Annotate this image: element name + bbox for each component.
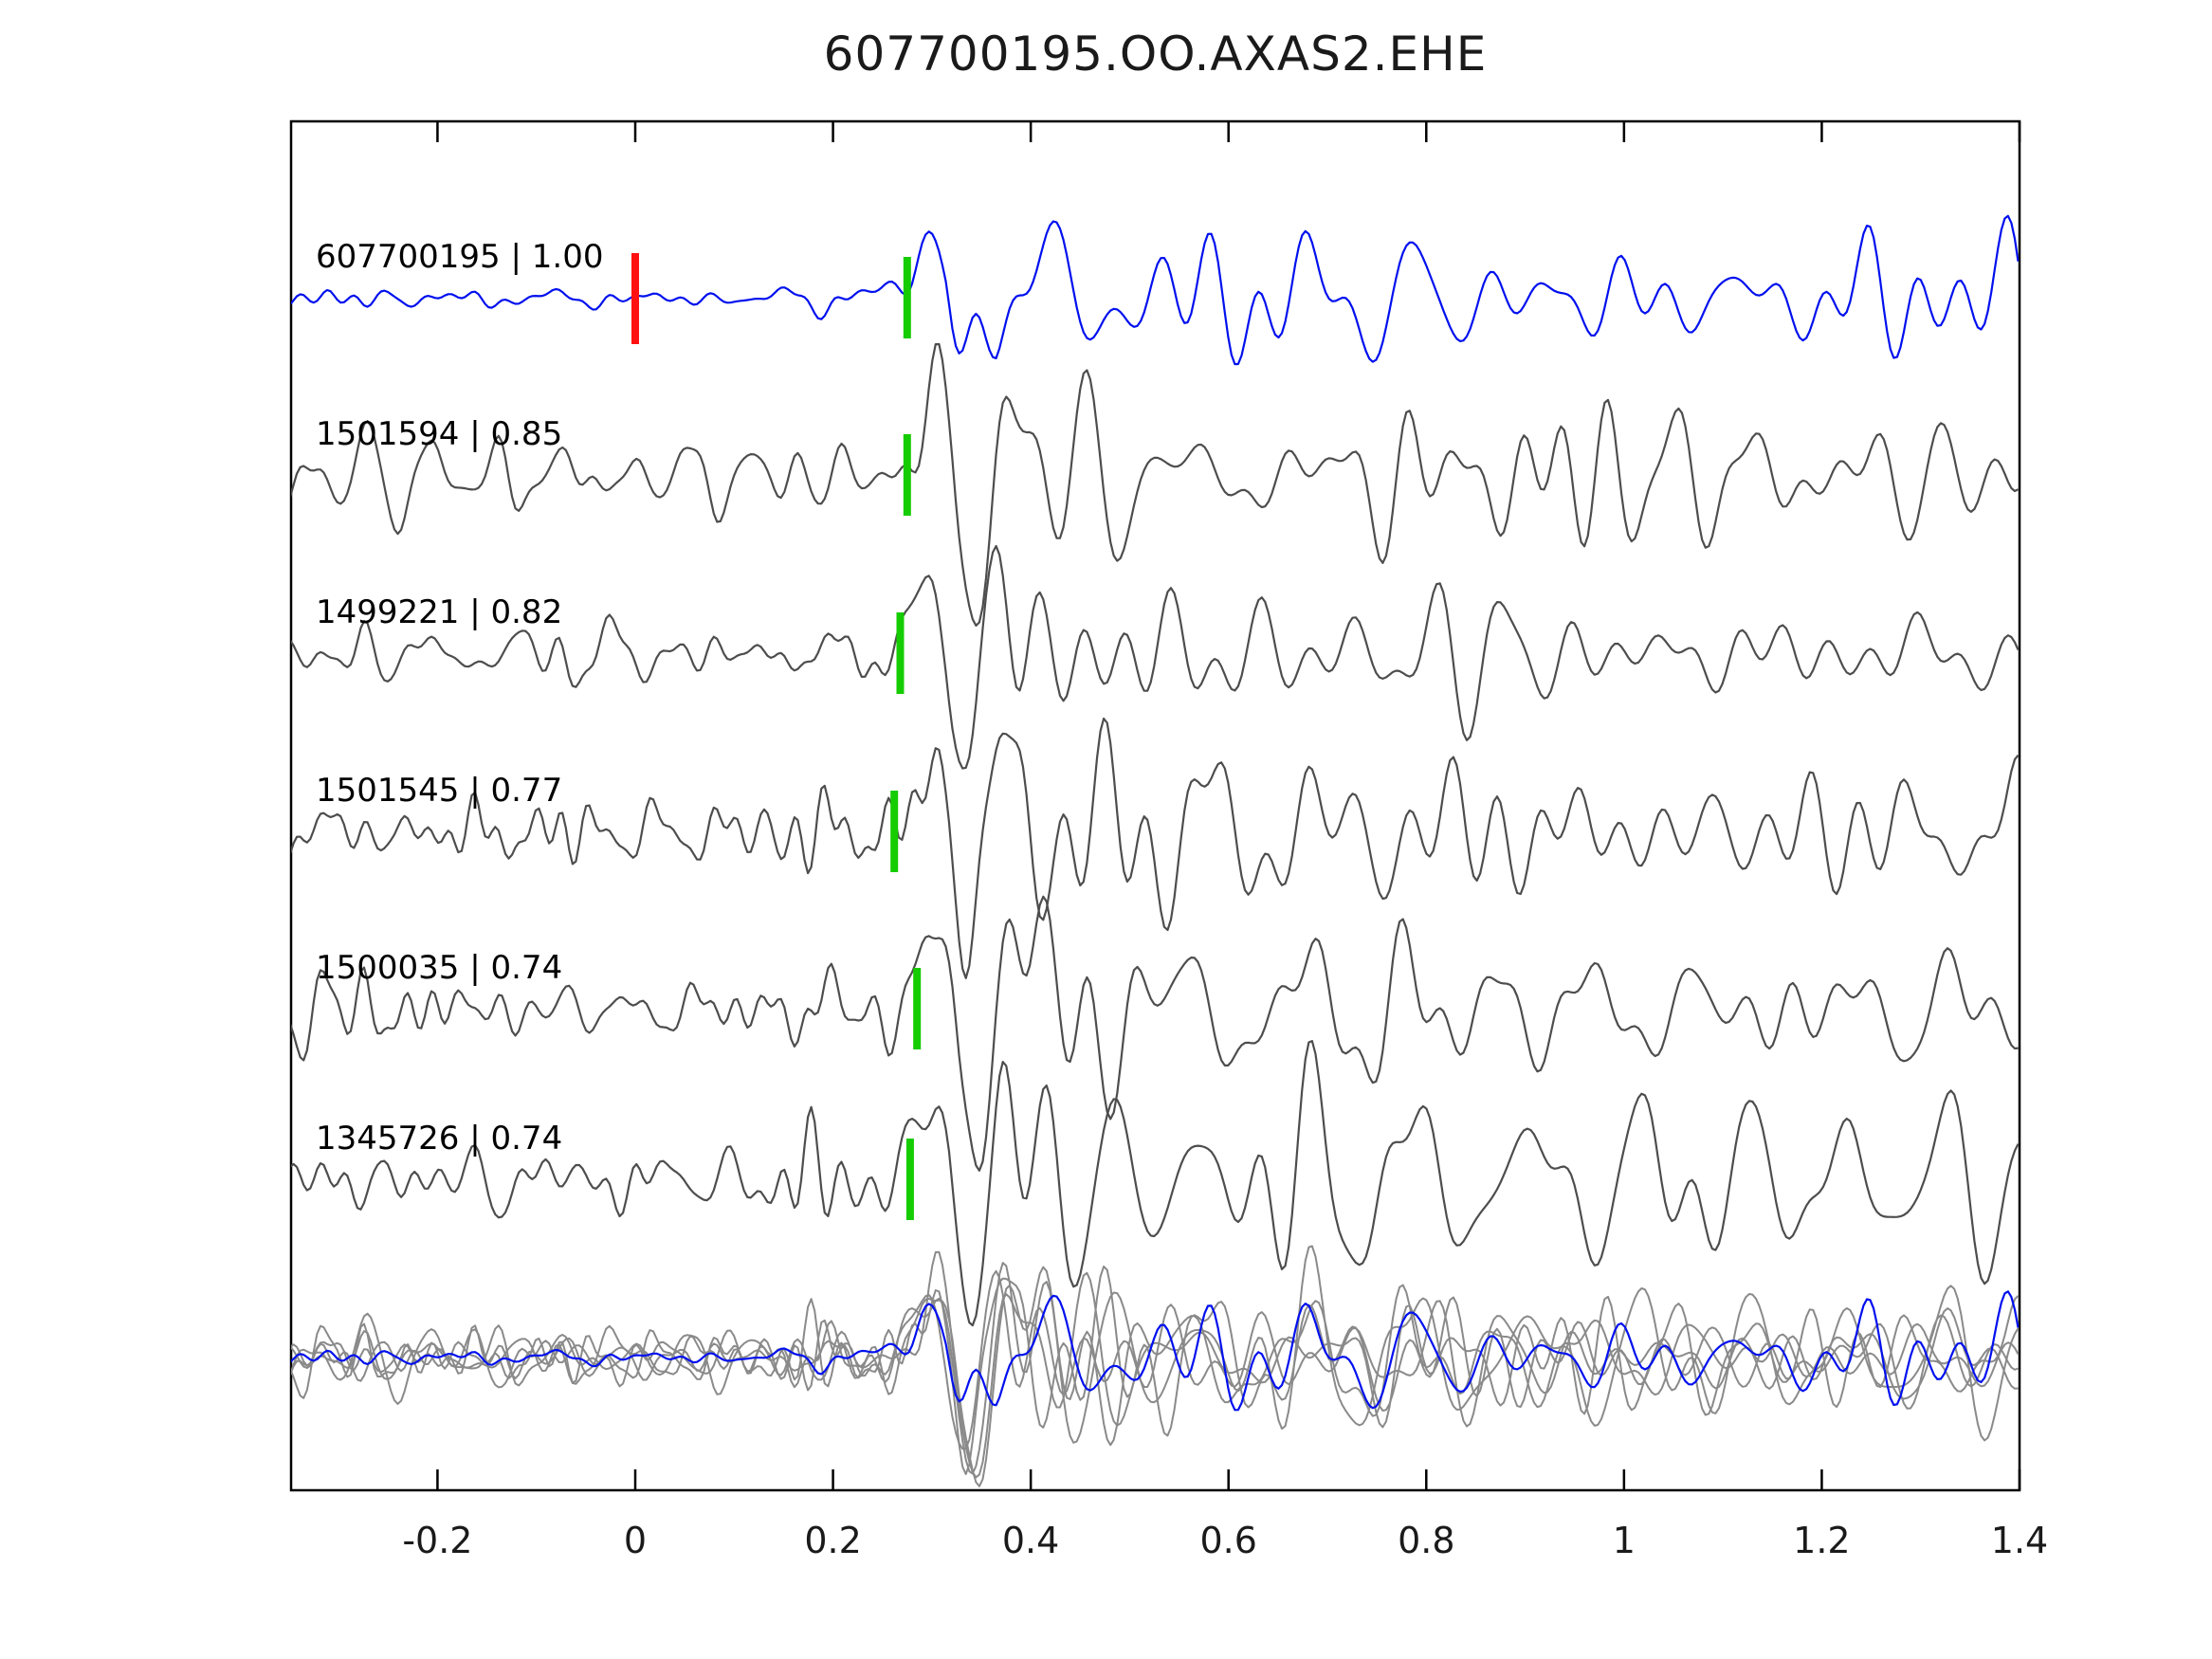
trace-label-0: 607700195 | 1.00: [316, 238, 603, 276]
x-tick-label-3: 0.4: [1002, 1520, 1059, 1561]
trace-label-3: 1501545 | 0.77: [316, 772, 562, 810]
axes-border: [289, 119, 2021, 1492]
x-axis-ticks: [436, 121, 2021, 1490]
x-tick-label-7: 1.2: [1793, 1520, 1850, 1561]
pick-marker-1499221: [896, 612, 905, 694]
pick-marker-607700195: [903, 257, 911, 338]
pick-marker-1345726: [905, 1139, 914, 1220]
reference-marker-607700195: [631, 253, 639, 344]
x-tick-label-6: 1: [1613, 1520, 1636, 1561]
x-axis-tick-labels: -0.2 0 0.2 0.4 0.6 0.8 1 1.2 1.4: [402, 1520, 2048, 1561]
trace-waveform-1500035: [291, 895, 2019, 1172]
trace-waveform-1345726: [291, 1039, 2020, 1327]
overlay-waveform-template: [291, 1290, 2020, 1412]
trace-labels: 607700195 | 1.00 1501594 | 0.85 1499221 …: [316, 238, 603, 1158]
overlay-waveform-1345726: [291, 1245, 2020, 1475]
trace-waveform-1501545: [291, 717, 2020, 979]
pick-markers: [631, 253, 922, 1220]
x-tick-label-0: -0.2: [402, 1520, 472, 1561]
trace-label-5: 1345726 | 0.74: [316, 1120, 562, 1158]
overlay-waveform-1500035: [291, 1266, 2019, 1487]
overlay-waveform-1501594: [291, 1250, 2019, 1479]
x-tick-label-8: 1.4: [1991, 1520, 2048, 1561]
figure-title: 607700195.OO.AXAS2.EHE: [823, 27, 1488, 82]
x-tick-label-2: 0.2: [804, 1520, 861, 1561]
pick-marker-1501594: [903, 434, 911, 516]
waveform-traces: [291, 214, 2020, 1487]
trace-label-1: 1501594 | 0.85: [316, 415, 562, 453]
pick-marker-1500035: [913, 968, 922, 1049]
x-tick-label-4: 0.6: [1199, 1520, 1256, 1561]
trace-waveform-1501594: [291, 342, 2019, 628]
trace-waveform-607700195: [291, 214, 2020, 366]
pick-marker-1501545: [890, 791, 899, 872]
overlay-waveform-1499221: [291, 1269, 2020, 1450]
trace-label-2: 1499221 | 0.82: [316, 593, 562, 631]
x-tick-label-5: 0.8: [1398, 1520, 1454, 1561]
trace-label-4: 1500035 | 0.74: [316, 949, 562, 987]
x-tick-label-1: 0: [624, 1520, 647, 1561]
trace-waveform-1499221: [291, 544, 2020, 770]
